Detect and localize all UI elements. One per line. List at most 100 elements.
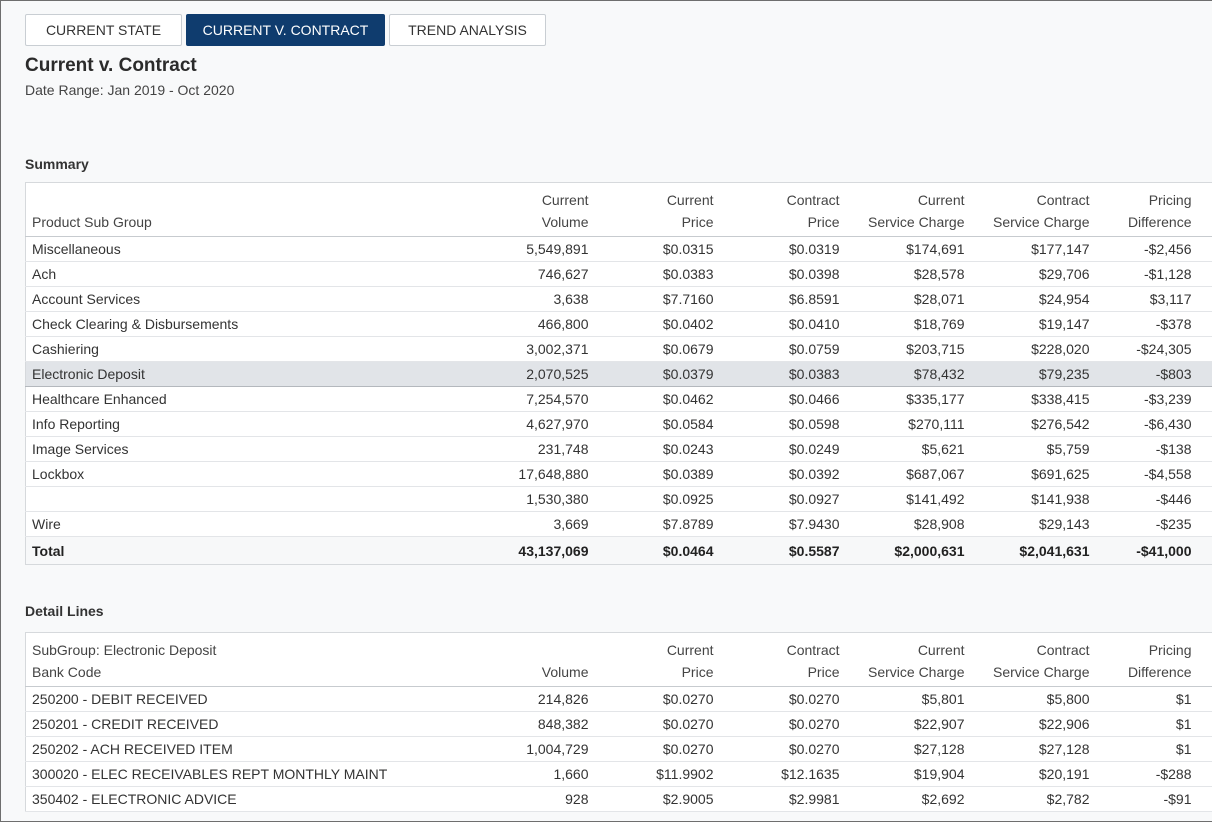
column-header[interactable]: Contract [786, 641, 840, 658]
table-row[interactable]: 300020 - ELEC RECEIVABLES REPT MONTHLY M… [25, 761, 1212, 787]
table-cell: $228,020 [980, 336, 1106, 362]
summary-header-row-top: Current Current Contract Current Contrac… [26, 183, 1212, 210]
table-cell [25, 486, 480, 512]
table-cell: $276,542 [980, 411, 1106, 437]
table-row[interactable]: Info Reporting 4,627,970 $0.0584 $0.0598… [25, 411, 1212, 437]
column-header[interactable]: Price [604, 209, 730, 237]
table-cell: $2.9005 [604, 786, 730, 812]
table-cell: -$3,239 [1105, 386, 1212, 412]
table-cell: 250201 - CREDIT RECEIVED [25, 711, 480, 737]
table-row[interactable]: 350402 - ELECTRONIC ADVICE 928 $2.9005 $… [25, 786, 1212, 812]
table-row[interactable]: Image Services 231,748 $0.0243 $0.0249 $… [25, 436, 1212, 462]
table-cell: $78,432 [855, 361, 981, 387]
table-cell: Image Services [25, 436, 480, 462]
column-header[interactable]: Current [541, 191, 589, 208]
table-cell: $28,578 [855, 261, 981, 287]
column-header[interactable]: Price [604, 659, 730, 687]
column-header[interactable]: Service Charge [855, 209, 981, 237]
column-header[interactable] [480, 633, 605, 660]
table-row[interactable]: Ach 746,627 $0.0383 $0.0398 $28,578 $29,… [25, 261, 1212, 287]
column-header[interactable]: Contract [1036, 641, 1090, 658]
table-cell: $177,147 [980, 236, 1106, 262]
table-cell: -$2,456 [1105, 236, 1212, 262]
column-header[interactable] [26, 183, 480, 210]
table-row[interactable]: 250201 - CREDIT RECEIVED 848,382 $0.0270… [25, 711, 1212, 737]
table-cell: 231,748 [479, 436, 605, 462]
table-cell: $0.0410 [729, 311, 856, 337]
table-cell: $7.8789 [604, 511, 730, 537]
column-header[interactable]: Service Charge [980, 659, 1106, 687]
table-cell: $2.9981 [729, 786, 856, 812]
table-cell: $2,782 [980, 786, 1106, 812]
column-header[interactable]: Volume [479, 209, 605, 237]
tab-current-state[interactable]: CURRENT STATE [25, 14, 182, 46]
table-cell: $28,908 [855, 511, 981, 537]
column-header[interactable]: Current [917, 191, 965, 208]
table-cell: $22,907 [855, 711, 981, 737]
table-cell: -$91 [1105, 786, 1212, 812]
table-row[interactable]: Miscellaneous 5,549,891 $0.0315 $0.0319 … [25, 236, 1212, 262]
column-header[interactable]: Difference [1105, 659, 1212, 687]
column-header[interactable]: Current [917, 641, 965, 658]
table-row[interactable]: 250200 - DEBIT RECEIVED 214,826 $0.0270 … [25, 686, 1212, 712]
table-cell: 1,530,380 [479, 486, 605, 512]
table-cell: 350402 - ELECTRONIC ADVICE [25, 786, 480, 812]
report-tabs: CURRENT STATE CURRENT V. CONTRACT TREND … [25, 14, 546, 46]
table-cell: 928 [479, 786, 605, 812]
table-cell: -$1,128 [1105, 261, 1212, 287]
table-cell: $0.0243 [604, 436, 730, 462]
table-cell: -$24,305 [1105, 336, 1212, 362]
table-row[interactable]: Lockbox 17,648,880 $0.0389 $0.0392 $687,… [25, 461, 1212, 487]
table-row[interactable]: Check Clearing & Disbursements 466,800 $… [25, 311, 1212, 337]
table-cell: $141,938 [980, 486, 1106, 512]
table-cell: $270,111 [855, 411, 981, 437]
column-header[interactable]: Pricing [1148, 191, 1192, 208]
tab-current-v-contract[interactable]: CURRENT V. CONTRACT [186, 14, 385, 46]
column-header[interactable]: Current [666, 641, 714, 658]
table-cell: $22,906 [980, 711, 1106, 737]
column-header[interactable]: Price [729, 209, 856, 237]
table-cell: $0.0319 [729, 236, 856, 262]
table-cell: $29,706 [980, 261, 1106, 287]
table-row[interactable]: 250202 - ACH RECEIVED ITEM 1,004,729 $0.… [25, 736, 1212, 762]
table-cell: Lockbox [25, 461, 480, 487]
table-cell: $0.0402 [604, 311, 730, 337]
table-row[interactable]: 1,530,380 $0.0925 $0.0927 $141,492 $141,… [25, 486, 1212, 512]
total-cell: $0.5587 [729, 536, 856, 565]
table-cell: $0.0598 [729, 411, 856, 437]
column-header[interactable]: Contract [786, 191, 840, 208]
table-cell: $6.8591 [729, 286, 856, 312]
table-row[interactable]: Cashiering 3,002,371 $0.0679 $0.0759 $20… [25, 336, 1212, 362]
column-header[interactable]: Price [729, 659, 856, 687]
table-cell: $12.1635 [729, 761, 856, 787]
table-row-selected[interactable]: Electronic Deposit 2,070,525 $0.0379 $0.… [25, 361, 1212, 387]
table-cell: $27,128 [980, 736, 1106, 762]
table-cell: $0.0383 [729, 361, 856, 387]
tab-trend-analysis[interactable]: TREND ANALYSIS [389, 14, 546, 46]
column-header[interactable]: Pricing [1148, 641, 1192, 658]
table-cell: Info Reporting [25, 411, 480, 437]
column-header[interactable]: Contract [1036, 191, 1090, 208]
column-header[interactable]: Volume [479, 659, 605, 687]
table-row[interactable]: Account Services 3,638 $7.7160 $6.8591 $… [25, 286, 1212, 312]
table-cell: $687,067 [855, 461, 981, 487]
table-cell: 1,004,729 [479, 736, 605, 762]
table-cell: $0.0925 [604, 486, 730, 512]
column-header[interactable]: Service Charge [980, 209, 1106, 237]
column-header[interactable]: Service Charge [855, 659, 981, 687]
table-cell: 5,549,891 [479, 236, 605, 262]
table-cell: $203,715 [855, 336, 981, 362]
table-row[interactable]: Wire 3,669 $7.8789 $7.9430 $28,908 $29,1… [25, 511, 1212, 537]
column-header[interactable]: Bank Code [25, 659, 480, 687]
table-cell: $27,128 [855, 736, 981, 762]
column-header[interactable]: Product Sub Group [25, 209, 480, 237]
column-header[interactable]: Current [666, 191, 714, 208]
table-cell: $28,071 [855, 286, 981, 312]
total-cell: $2,041,631 [980, 536, 1106, 565]
table-cell: Check Clearing & Disbursements [25, 311, 480, 337]
total-cell: $2,000,631 [855, 536, 981, 565]
table-cell: $141,492 [855, 486, 981, 512]
column-header[interactable]: Difference [1105, 209, 1212, 237]
table-row[interactable]: Healthcare Enhanced 7,254,570 $0.0462 $0… [25, 386, 1212, 412]
total-cell: -$41,000 [1105, 536, 1212, 565]
